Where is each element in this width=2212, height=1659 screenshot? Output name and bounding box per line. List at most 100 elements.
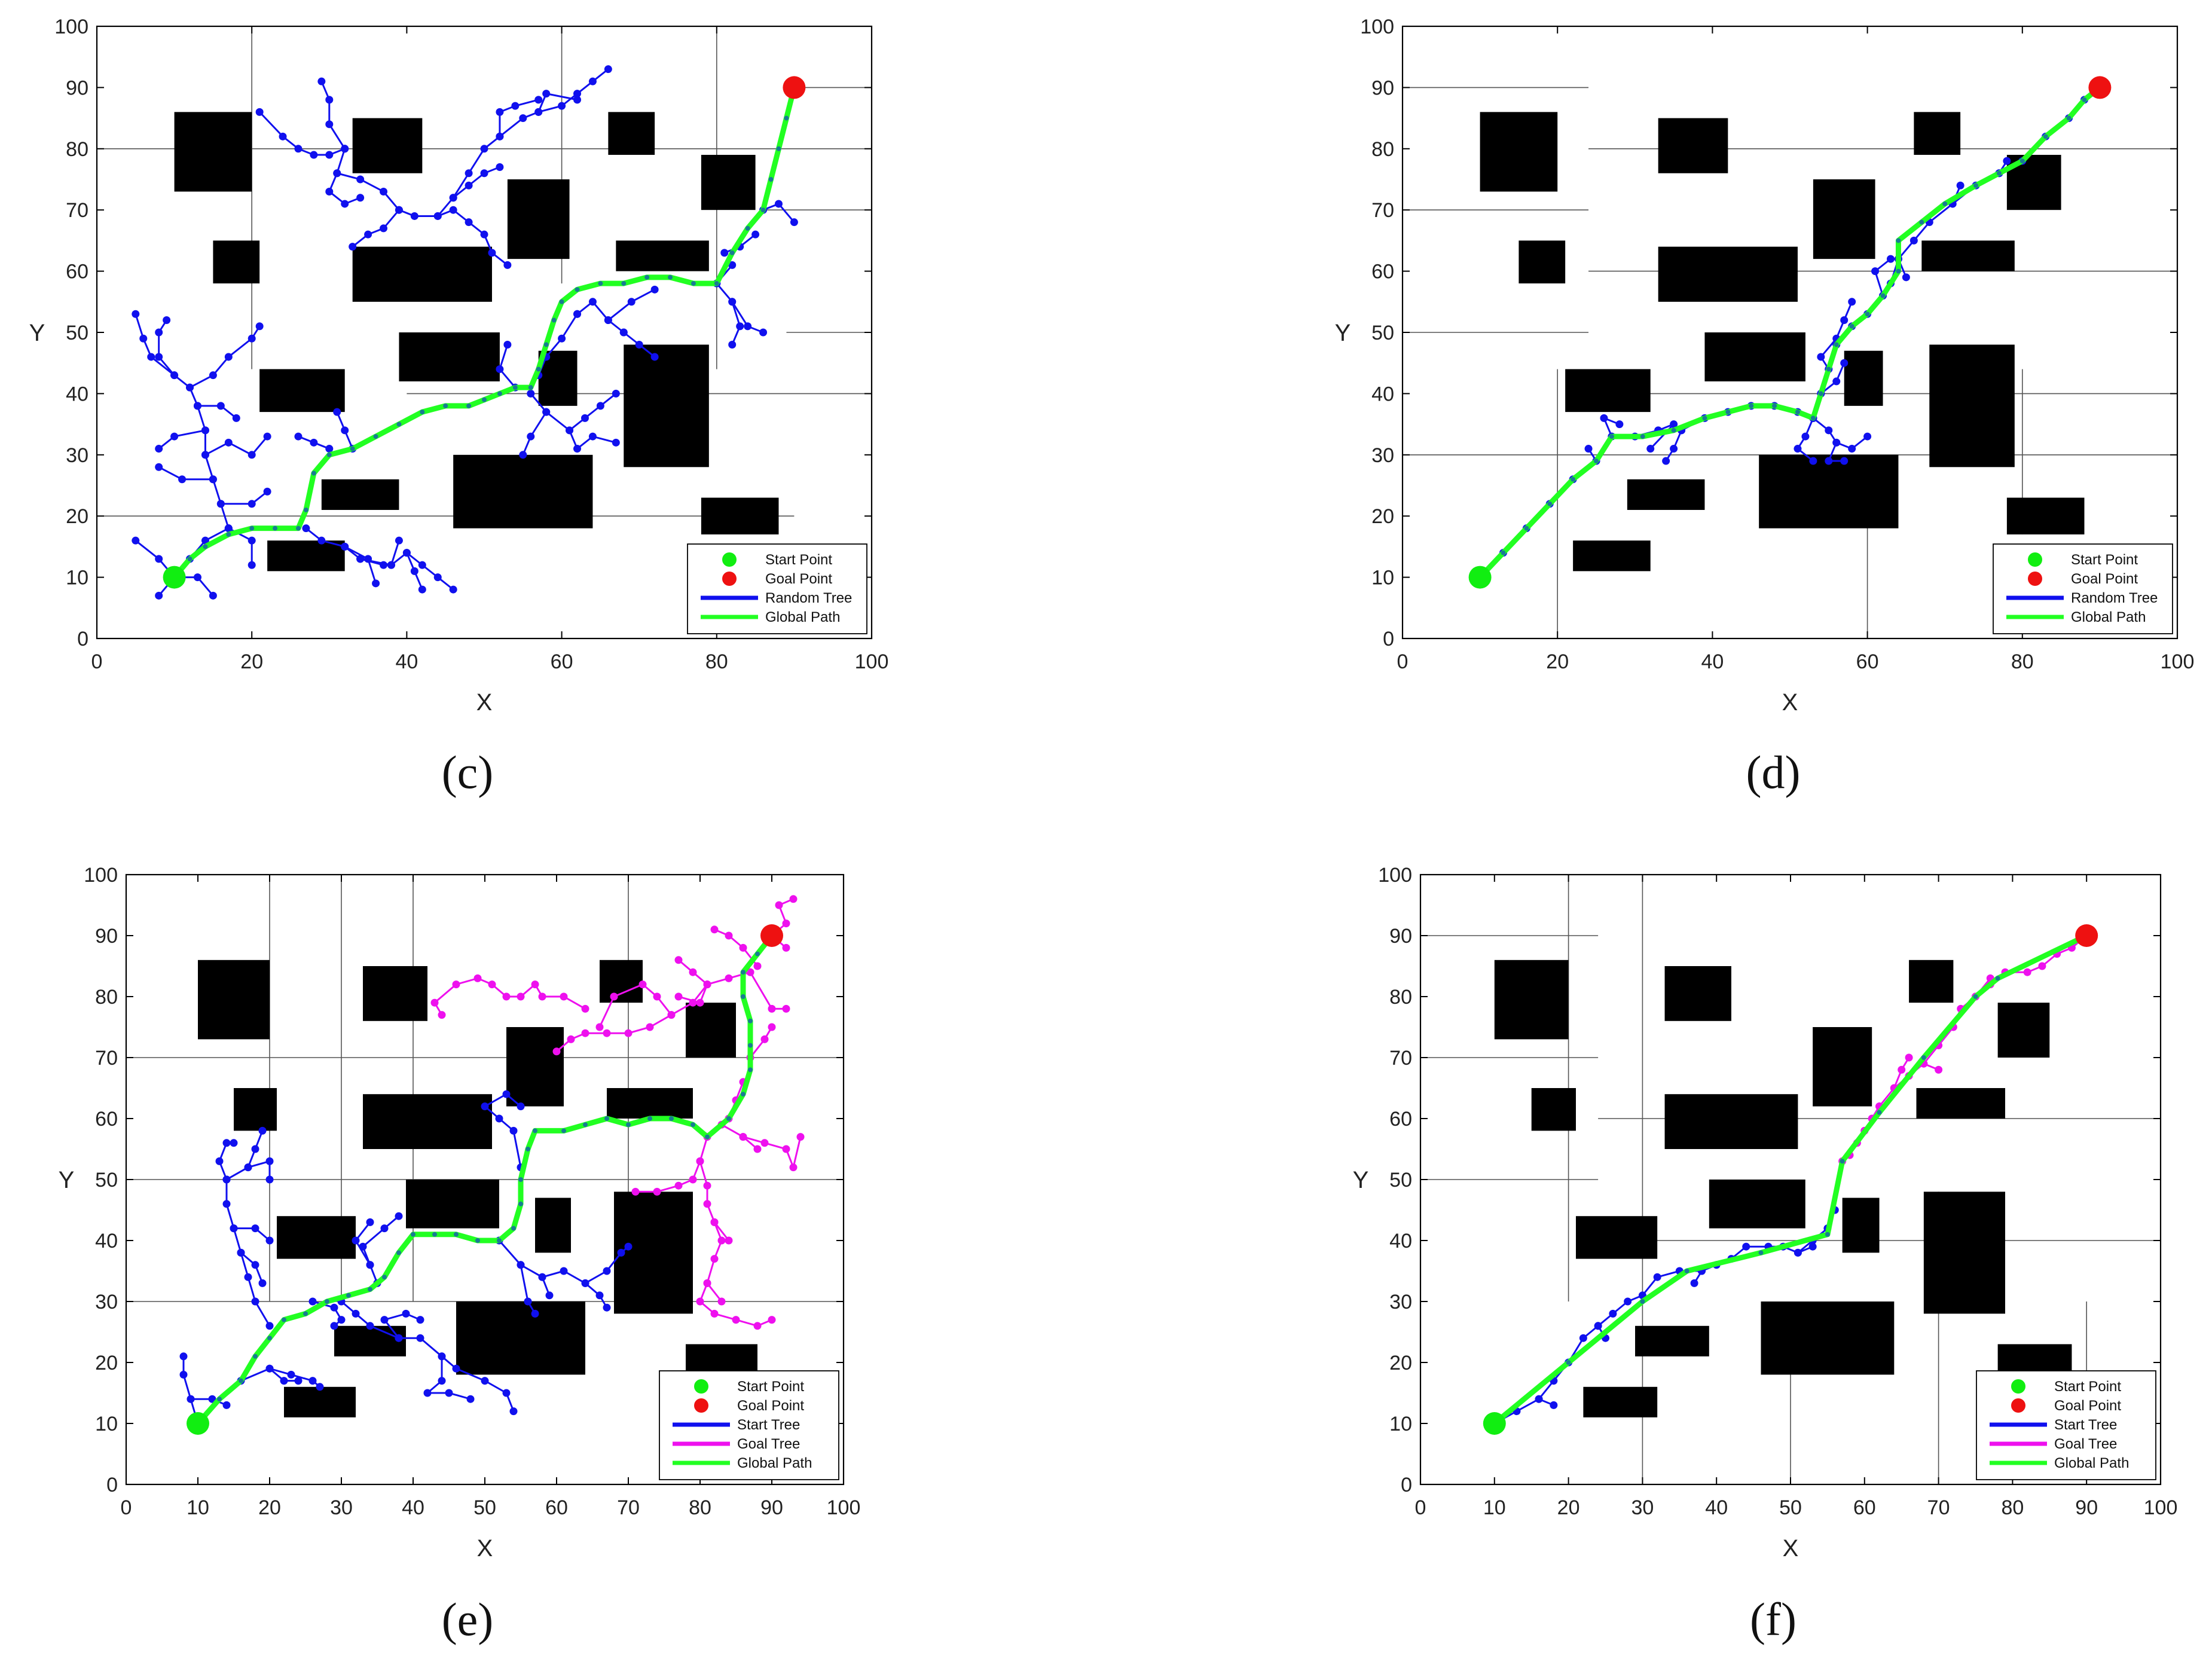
tree-node xyxy=(248,334,256,343)
tree-node xyxy=(287,1370,295,1379)
path-node xyxy=(1834,342,1839,347)
tree-node xyxy=(542,90,551,98)
goal-point-marker xyxy=(760,924,783,947)
y-tick-label: 30 xyxy=(1389,1291,1412,1313)
path-node xyxy=(454,1232,459,1237)
path-node xyxy=(497,1238,502,1243)
tree-node xyxy=(538,1273,546,1281)
legend-label: Start Point xyxy=(2054,1379,2121,1395)
path-node xyxy=(551,317,557,323)
tree-node xyxy=(294,1377,303,1385)
x-tick-label: 100 xyxy=(2161,650,2195,673)
tree-node xyxy=(325,151,334,159)
tree-node xyxy=(366,1218,374,1226)
x-tick-label: 20 xyxy=(1546,650,1569,673)
tree-node xyxy=(573,96,582,104)
tree-node xyxy=(1662,457,1670,465)
y-tick-label: 10 xyxy=(1389,1413,1412,1435)
path-node xyxy=(1996,170,2002,176)
panel-e: 0 10 20 30 40 50 60 70 80 90 100 0 10 20 30 40 50 60 70 80 9… xyxy=(59,864,861,1645)
obstacle xyxy=(363,1094,492,1149)
tree-node xyxy=(280,1377,288,1385)
x-tick-label: 40 xyxy=(402,1496,424,1519)
tree-node xyxy=(325,96,334,104)
tree-node xyxy=(410,567,418,575)
x-tick-label: 80 xyxy=(2001,1496,2024,1519)
path-node xyxy=(482,397,487,402)
obstacle xyxy=(277,1216,356,1259)
tree-node xyxy=(760,1139,769,1147)
tree-node xyxy=(258,1126,267,1135)
obstacle xyxy=(334,1325,406,1356)
tree-node xyxy=(265,1175,274,1184)
tree-branch xyxy=(1841,934,2088,1162)
tree-node xyxy=(132,536,140,545)
tree-node xyxy=(325,187,334,195)
legend-goal-icon xyxy=(694,1398,708,1413)
path-node xyxy=(1684,1269,1689,1273)
tree-node xyxy=(588,77,597,85)
tree-node xyxy=(224,524,233,533)
tree-node xyxy=(222,1139,231,1147)
tree-node xyxy=(170,432,179,441)
path-node xyxy=(528,385,533,390)
path-node xyxy=(1840,1159,1845,1164)
tree-node xyxy=(796,1133,805,1141)
panel-f: 0 10 20 30 40 50 60 70 80 90 100 0 10 20 30 40 50 60 70 80 9… xyxy=(1353,864,2178,1645)
tree-node xyxy=(1840,359,1849,367)
obstacle xyxy=(1921,240,2015,271)
tree-node xyxy=(1902,273,1910,282)
tree-node xyxy=(782,919,790,928)
x-tick-label: 70 xyxy=(617,1496,640,1519)
tree-node xyxy=(768,1004,776,1013)
tree-node xyxy=(789,895,798,903)
tree-branch xyxy=(158,429,206,450)
path-node xyxy=(512,385,518,390)
tree-node xyxy=(222,1200,231,1208)
y-tick-label: 80 xyxy=(1389,986,1412,1009)
tree-node xyxy=(527,389,535,398)
x-axis-label: X xyxy=(1782,689,1798,716)
tree-node xyxy=(635,340,643,349)
tree-node xyxy=(316,1383,324,1391)
tree-node xyxy=(416,1334,424,1342)
x-tick-label: 20 xyxy=(1557,1496,1580,1519)
tree-node xyxy=(325,120,334,129)
y-tick-label: 100 xyxy=(1378,864,1412,887)
tree-branch xyxy=(320,81,346,149)
obstacle xyxy=(1916,1088,2006,1119)
tree-node xyxy=(531,980,539,989)
tree-node xyxy=(418,561,426,569)
tree-node xyxy=(449,194,457,202)
path-node xyxy=(1921,1055,1926,1060)
path-node xyxy=(1702,415,1707,421)
tree-node xyxy=(1863,432,1872,441)
path-node xyxy=(239,1378,243,1383)
path-node xyxy=(1501,550,1506,555)
tree-node xyxy=(178,475,187,484)
tree-node xyxy=(617,1248,625,1257)
path-node xyxy=(760,207,766,213)
path-node xyxy=(443,403,448,408)
path-node xyxy=(282,1317,286,1322)
obstacle xyxy=(1909,960,1954,1003)
legend-start-icon xyxy=(2028,552,2042,567)
tree-node xyxy=(710,1218,719,1226)
path-node xyxy=(1973,183,1979,188)
legend: Start Point Goal Point Random Tree Global P… xyxy=(1993,543,2173,634)
tree-node xyxy=(139,334,148,343)
x-tick-label: 80 xyxy=(705,650,728,673)
tree-branch xyxy=(1812,417,1868,450)
legend-goal-icon xyxy=(722,572,737,586)
path-node xyxy=(253,1354,258,1359)
x-tick-label: 90 xyxy=(2075,1496,2098,1519)
tree-node xyxy=(438,1011,446,1019)
tree-branch xyxy=(182,1356,199,1424)
tree-node xyxy=(438,1377,446,1385)
obstacle xyxy=(1664,966,1731,1021)
x-tick-label: 100 xyxy=(2144,1496,2178,1519)
obstacle xyxy=(614,1191,693,1314)
tree-branch xyxy=(576,300,625,334)
tree-node xyxy=(224,438,233,447)
path-node xyxy=(575,287,580,292)
